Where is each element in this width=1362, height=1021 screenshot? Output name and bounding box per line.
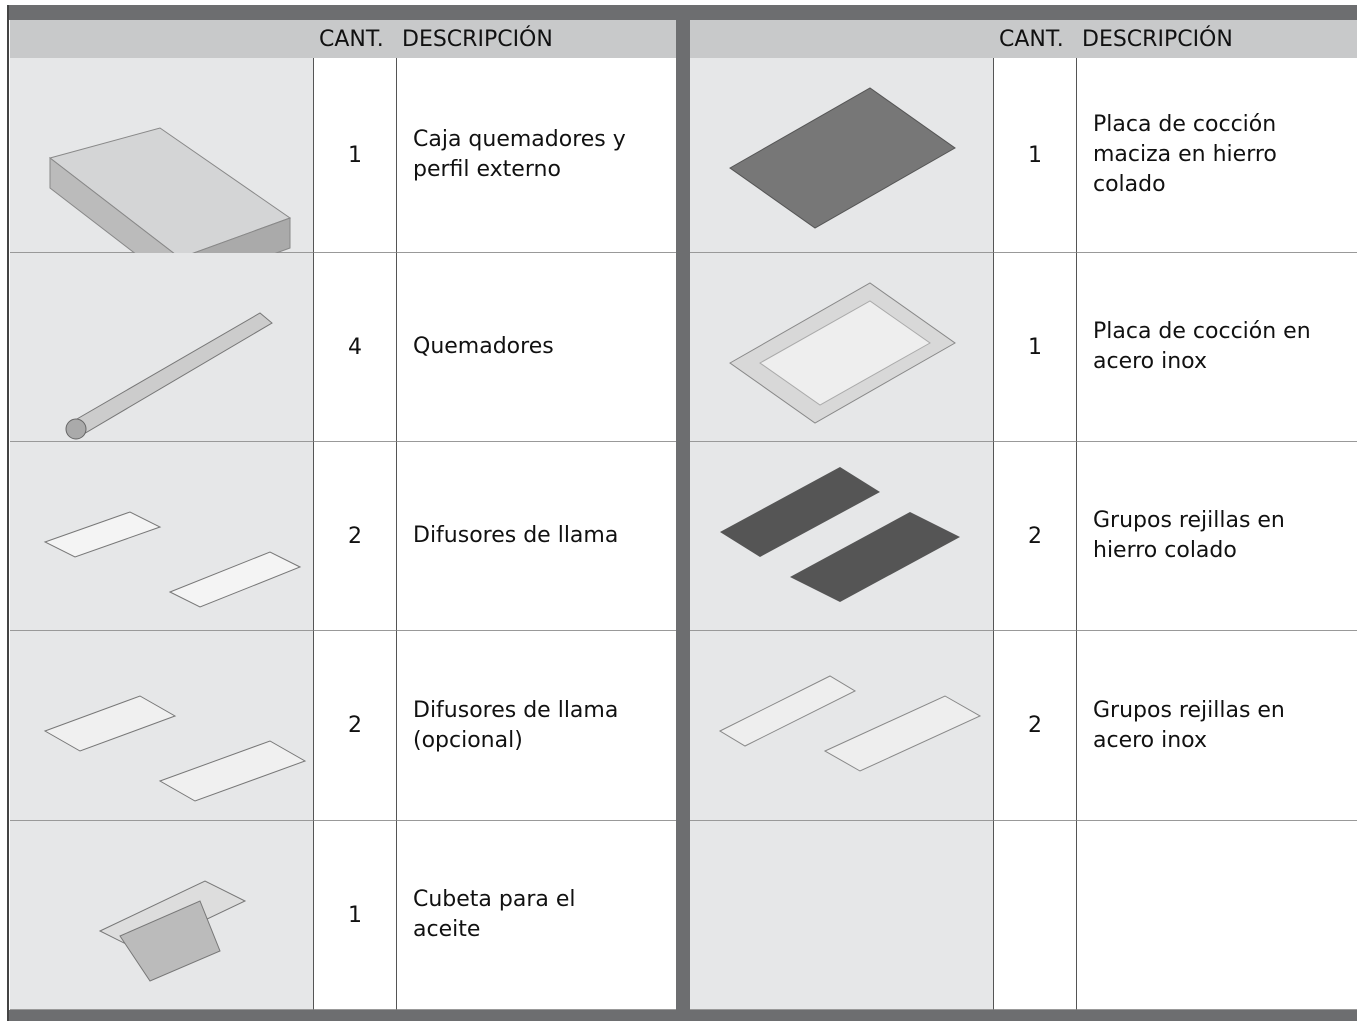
description-text: Cubeta para el aceite [413,887,576,942]
quantity-text: 1 [1028,142,1042,168]
description: Difusores de llama (opcional) [396,631,676,821]
description: Placa de cocción maciza en hierro colado [1076,58,1357,253]
part-drawing [43,511,302,608]
top-bar [8,5,1357,20]
part-image [690,253,993,442]
header-quantity: CANT. [993,20,1076,58]
description: Placa de cocción en acero inox [1076,253,1357,442]
quantity-text: 1 [348,142,362,168]
header-description-text: DESCRIPCIÓN [402,26,553,52]
quantity: 1 [993,58,1076,253]
part-drawing [729,282,956,424]
quantity-text: 2 [348,713,362,738]
quantity: 1 [313,58,396,253]
header-quantity-text: CANT. [999,26,1064,52]
description-text: Difusores de llama (opcional) [413,697,619,753]
description-text: Grupos rejillas en acero inox [1093,697,1285,753]
description-text: Placa de cocción maciza en hierro colado [1093,112,1277,197]
quantity: 4 [313,253,396,442]
left-edge [7,5,9,1021]
part-drawing [65,312,273,440]
part-image [10,442,313,631]
part-image [690,442,993,631]
header-description: DESCRIPCIÓN [396,20,676,58]
description [1076,821,1357,1010]
quantity: 2 [313,631,396,821]
description: Grupos rejillas en acero inox [1076,631,1357,821]
header-description-text: DESCRIPCIÓN [1082,26,1233,52]
quantity: 1 [313,821,396,1010]
description: Quemadores [396,253,676,442]
description: Grupos rejillas en hierro colado [1076,442,1357,631]
header-image [690,20,993,58]
quantity-text: 2 [1028,713,1042,738]
header-description: DESCRIPCIÓN [1076,20,1357,58]
quantity: 1 [993,253,1076,442]
quantity [993,821,1076,1010]
quantity: 2 [313,442,396,631]
quantity-text: 2 [348,523,362,549]
description: Caja quemadores y perfil externo [396,58,676,253]
part-drawing [43,695,307,802]
part-drawing [729,87,956,229]
part-image [10,631,313,821]
quantity-text: 2 [1028,523,1042,549]
header-image [10,20,313,58]
part-drawing [720,467,960,602]
description-text: Quemadores [413,334,554,359]
part-drawing [98,880,247,982]
part-image [690,631,993,821]
part-image [10,253,313,442]
description-text: Placa de cocción en acero inox [1093,319,1311,374]
quantity-text: 1 [1028,334,1042,360]
part-image [690,58,993,253]
part-image [10,821,313,1010]
part-image [10,58,313,290]
description: Difusores de llama [396,442,676,631]
bottom-bar [8,1010,1357,1021]
center-divider [676,20,690,1010]
description: Cubeta para el aceite [396,821,676,1010]
header-quantity: CANT. [313,20,396,58]
part-image [690,821,993,1010]
quantity-text: 4 [348,334,362,360]
quantity-text: 1 [348,902,362,928]
description-text: Caja quemadores y perfil externo [413,127,626,182]
header-quantity-text: CANT. [319,26,384,52]
quantity: 2 [993,631,1076,821]
part-drawing [718,675,982,772]
description-text: Grupos rejillas en hierro colado [1093,508,1285,563]
quantity: 2 [993,442,1076,631]
part-drawing [48,127,292,290]
description-text: Difusores de llama [413,523,619,548]
